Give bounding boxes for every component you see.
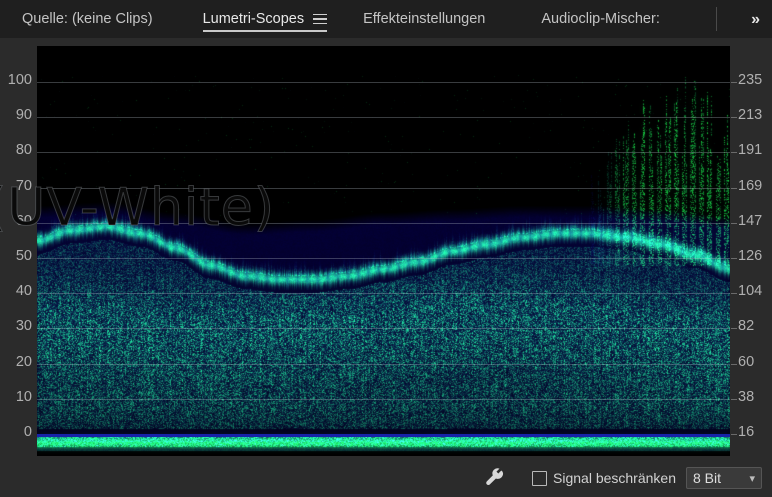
right-axis-tick-label: 82 xyxy=(738,318,755,335)
chevron-double-right-icon[interactable]: » xyxy=(751,11,760,28)
left-axis-tick-label: 90 xyxy=(15,107,32,124)
axis-tickmark xyxy=(731,82,737,83)
gridline xyxy=(37,398,730,400)
right-axis-tick-label: 60 xyxy=(738,353,755,370)
axis-tickmark xyxy=(731,293,737,295)
tab-lumetri-scopes[interactable]: Lumetri-Scopes xyxy=(202,0,328,38)
waveform-plot[interactable] xyxy=(37,46,730,456)
tab-label: Audioclip-Mischer: xyxy=(541,11,660,27)
axis-tickmark xyxy=(731,328,737,330)
left-axis-tick-label: 70 xyxy=(15,177,32,194)
gridline xyxy=(37,258,730,259)
tab-audioclip-mischer[interactable]: Audioclip-Mischer: xyxy=(541,0,659,38)
left-axis-tick-label: 30 xyxy=(15,318,32,335)
waveform-canvas xyxy=(37,46,730,456)
right-axis-tick-label: 16 xyxy=(738,424,755,440)
gridline xyxy=(37,152,730,154)
left-axis-tick-label: 50 xyxy=(15,248,32,264)
left-axis-tick-label: 40 xyxy=(15,283,32,300)
left-axis-tick-label: 80 xyxy=(15,142,32,159)
gridline xyxy=(37,82,730,83)
axis-tickmark xyxy=(731,117,737,119)
bitdepth-value: 8 Bit xyxy=(693,470,722,486)
scope-settings-bar: Signal beschränken 8 Bit ▾ xyxy=(0,459,772,497)
gridline xyxy=(37,187,730,189)
axis-tickmark xyxy=(731,152,737,154)
right-axis-tick-label: 191 xyxy=(738,142,763,159)
gridline xyxy=(37,293,730,295)
chevron-down-icon[interactable]: ▾ xyxy=(749,472,755,485)
limit-signal-checkbox[interactable] xyxy=(532,470,548,486)
axis-tickmark xyxy=(731,363,737,365)
tab-divider xyxy=(716,7,717,31)
tab-effekteinstellungen[interactable]: Effekteinstellungen xyxy=(363,0,485,38)
right-axis-tick-label: 213 xyxy=(738,107,763,124)
tab-label: Effekteinstellungen xyxy=(363,11,486,27)
left-axis-tick-label: 0 xyxy=(23,424,32,440)
gridline xyxy=(37,363,730,365)
active-tab-underline xyxy=(202,30,328,32)
gridline xyxy=(37,222,730,224)
right-axis-tick-label: 147 xyxy=(738,212,763,229)
gridline xyxy=(37,117,730,119)
wrench-icon[interactable] xyxy=(484,467,506,489)
axis-tickmark xyxy=(731,187,737,189)
panel-tab-bar: Quelle: (keine Clips) Lumetri-Scopes Eff… xyxy=(0,0,772,38)
axis-tickmark xyxy=(731,434,737,435)
axis-tickmark xyxy=(731,222,737,224)
tab-label: Lumetri-Scopes xyxy=(202,11,305,27)
right-axis-tick-label: 104 xyxy=(738,283,763,300)
left-axis-tick-label: 10 xyxy=(15,388,32,405)
tab-label: Quelle: (keine Clips) xyxy=(22,11,153,27)
limit-signal-row[interactable]: Signal beschränken xyxy=(532,470,676,486)
right-axis-tick-label: 169 xyxy=(738,177,763,194)
axis-tickmark xyxy=(731,398,737,400)
axis-tickmark xyxy=(731,258,737,259)
right-axis-tick-label: 38 xyxy=(738,388,755,405)
left-axis-tick-label: 100 xyxy=(7,72,32,88)
right-axis-tick-label: 235 xyxy=(738,72,763,88)
left-axis-tick-label: 60 xyxy=(15,212,32,229)
right-axis-tick-label: 126 xyxy=(738,248,763,264)
left-axis-tick-label: 20 xyxy=(15,353,32,370)
scope-container: 100 90 80 70 60 50 40 30 20 10 0 235 213 191 169 147 12… xyxy=(0,38,772,459)
gridline xyxy=(37,328,730,330)
zero-ire-line xyxy=(37,434,730,437)
hamburger-icon[interactable] xyxy=(313,13,328,25)
tab-quelle[interactable]: Quelle: (keine Clips) xyxy=(22,0,153,38)
limit-signal-label: Signal beschränken xyxy=(553,470,676,486)
bitdepth-dropdown[interactable]: 8 Bit ▾ xyxy=(686,467,762,489)
